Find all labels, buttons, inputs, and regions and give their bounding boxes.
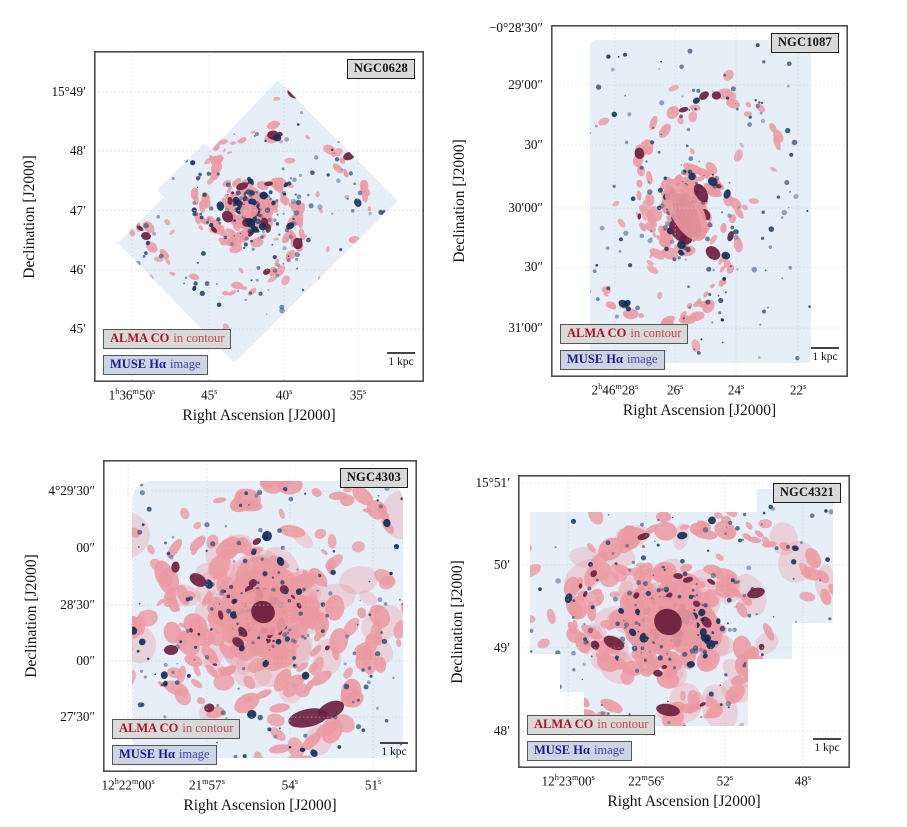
x-axis-label: Right Ascension [J2000]	[622, 402, 777, 419]
y-tick-label: 27′30″	[60, 709, 95, 725]
y-tick-label: 30″	[524, 137, 543, 153]
legend-alma-rest-text: in contour	[597, 717, 649, 731]
scalebar: 1 kpc	[387, 352, 415, 368]
x-tick-label: 21m57s	[188, 777, 225, 793]
scalebar-label: 1 kpc	[814, 742, 840, 754]
legend-muse-rest-text: image	[593, 743, 625, 757]
y-tick-label: −0°28′30″	[488, 20, 543, 36]
y-tick-label: 45′	[69, 321, 86, 337]
y-tick-label: 30″	[524, 259, 543, 275]
scalebar: 1 kpc	[811, 347, 839, 363]
y-tick-label: 49′	[493, 639, 510, 655]
legend-muse-ha: MUSE Hα image	[112, 745, 217, 765]
y-axis-label: Declination [J2000]	[21, 154, 38, 279]
x-tick-label: 2h46m28s	[591, 382, 639, 398]
x-tick-label: 22s	[789, 382, 807, 398]
y-tick-label: 28′30″	[60, 597, 95, 613]
galaxy-map-ngc1087	[551, 25, 848, 377]
y-tick-label: 48′	[69, 142, 86, 158]
legend-alma-bold-text: ALMA CO	[110, 331, 170, 345]
legend-alma-co: ALMA CO in contour	[560, 324, 689, 344]
x-tick-label: 40s	[275, 387, 293, 403]
scalebar-label: 1 kpc	[381, 746, 407, 758]
scalebar-line	[380, 742, 408, 744]
legend-alma-bold-text: ALMA CO	[534, 717, 594, 731]
x-tick-label: 52s	[716, 773, 734, 789]
y-axis-label: Declination [J2000]	[451, 139, 468, 263]
legend-alma-co: ALMA CO in contour	[527, 715, 656, 735]
x-axis-label: Right Ascension [J2000]	[182, 407, 336, 424]
legend-alma-co: ALMA CO in contour	[112, 719, 241, 739]
x-tick-label: 54s	[281, 777, 299, 793]
x-axis-label: Right Ascension [J2000]	[183, 797, 337, 814]
legend-muse-ha: MUSE Hα image	[560, 350, 665, 370]
y-tick-label: 15°49′	[51, 84, 86, 100]
legend-muse-ha: MUSE Hα image	[103, 355, 208, 375]
x-tick-label: 1h36m50s	[108, 387, 156, 403]
scalebar-line	[387, 352, 415, 354]
legend-alma-rest-text: in contour	[630, 326, 682, 340]
x-tick-label: 24s	[727, 382, 745, 398]
y-tick-label: 50′	[493, 556, 510, 572]
galaxy-map-ngc4303	[103, 460, 417, 772]
y-axis-label: Declination [J2000]	[449, 559, 466, 684]
y-axis-label: Declination [J2000]	[23, 554, 40, 678]
y-tick-label: 47′	[69, 202, 86, 218]
legend-alma-rest-text: in contour	[182, 721, 234, 735]
legend-alma-bold-text: ALMA CO	[119, 721, 179, 735]
x-axis-label: Right Ascension [J2000]	[607, 793, 761, 810]
x-tick-label: 35s	[349, 387, 367, 403]
legend-muse-bold-text: MUSE Hα	[119, 747, 175, 761]
legend-alma-co: ALMA CO in contour	[103, 329, 232, 349]
panel-ngc4321: NGC4321 ALMA CO in contour MUSE Hα image 1…	[449, 475, 850, 810]
scalebar: 1 kpc	[380, 742, 408, 758]
panel-ngc1087: NGC1087 ALMA CO in contour MUSE Hα image 1…	[451, 20, 848, 419]
x-tick-label: 12h22m00s	[101, 777, 155, 793]
scalebar-label: 1 kpc	[812, 351, 838, 363]
galaxy-name-badge: NGC1087	[770, 33, 839, 53]
legend-muse-rest-text: image	[626, 352, 658, 366]
y-tick-label: 00″	[76, 652, 95, 668]
x-tick-label: 12h23m00s	[541, 773, 595, 789]
legend-muse-rest-text: image	[178, 747, 210, 761]
scalebar: 1 kpc	[813, 738, 841, 754]
y-tick-label: 15°51′	[475, 474, 510, 490]
scalebar-line	[811, 347, 839, 349]
legend-muse-rest-text: image	[169, 357, 201, 371]
legend-muse-bold-text: MUSE Hα	[567, 352, 623, 366]
x-tick-label: 22m56s	[628, 773, 665, 789]
y-tick-label: 00″	[76, 539, 95, 555]
panel-ngc4303: NGC4303 ALMA CO in contour MUSE Hα image 1…	[23, 460, 417, 814]
legend-alma-rest-text: in contour	[173, 331, 225, 345]
y-tick-label: 48′	[493, 723, 510, 739]
panel-ngc0628: NGC0628 ALMA CO in contour MUSE Hα image 1…	[21, 51, 424, 424]
legend-alma-bold-text: ALMA CO	[567, 326, 627, 340]
legend-muse-ha: MUSE Hα image	[527, 741, 632, 761]
scalebar-label: 1 kpc	[388, 356, 414, 368]
y-tick-label: 30′00″	[508, 200, 543, 216]
y-tick-label: 4°29′30″	[48, 482, 95, 498]
x-tick-label: 51s	[364, 777, 382, 793]
x-tick-label: 26s	[666, 382, 684, 398]
legend-muse-bold-text: MUSE Hα	[110, 357, 166, 371]
galaxy-map-ngc0628	[94, 51, 424, 382]
x-tick-label: 48s	[794, 773, 812, 789]
galaxy-name-badge: NGC4303	[339, 468, 408, 488]
galaxy-map-ngc4321	[518, 475, 850, 768]
galaxy-name-badge: NGC4321	[772, 483, 841, 503]
x-tick-label: 45s	[200, 387, 218, 403]
y-tick-label: 46′	[69, 262, 86, 278]
y-tick-label: 29′00″	[508, 76, 543, 92]
y-tick-label: 31′00″	[508, 320, 543, 336]
scalebar-line	[813, 738, 841, 740]
legend-muse-bold-text: MUSE Hα	[534, 743, 590, 757]
galaxy-name-badge: NGC0628	[346, 59, 415, 79]
